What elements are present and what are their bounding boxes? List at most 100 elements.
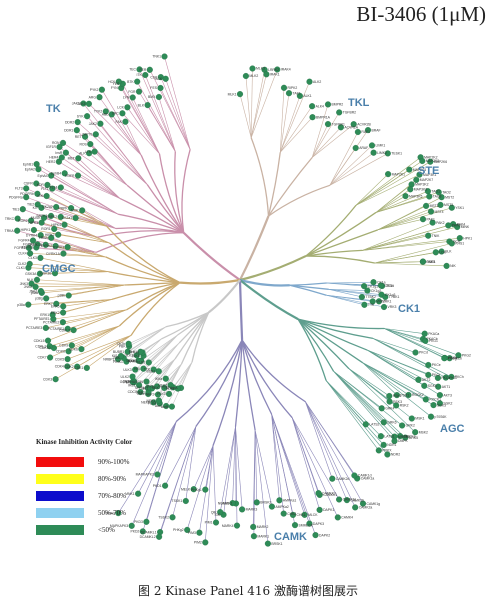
kinase-dot bbox=[96, 94, 103, 101]
leaf-branch bbox=[328, 289, 362, 298]
kinase-name: HIPK4 bbox=[51, 223, 61, 227]
kinase-name: BRSK1 bbox=[271, 542, 282, 546]
kinase-dot bbox=[42, 241, 49, 248]
leaf-branch bbox=[51, 175, 119, 215]
kinase-name: GRK5 bbox=[409, 436, 418, 440]
branch-agc bbox=[297, 318, 374, 340]
kinase-name: FES bbox=[150, 86, 157, 90]
kinase-name: YSK1 bbox=[455, 206, 464, 210]
leaf-branch bbox=[362, 237, 460, 251]
leaf-branch bbox=[219, 426, 236, 513]
kinase-dot bbox=[64, 356, 71, 363]
leaf-branch bbox=[254, 430, 269, 544]
kinase-name: CAMK1d bbox=[358, 474, 372, 478]
leaf-branch bbox=[50, 215, 110, 244]
kinase-name: HRI bbox=[134, 367, 140, 371]
kinase-name: PKCt bbox=[432, 373, 440, 377]
kinase-dot bbox=[312, 532, 319, 539]
kinase-dot bbox=[369, 298, 376, 305]
kinase-dot bbox=[150, 399, 157, 406]
kinase-name: MAP2K2 bbox=[424, 156, 437, 160]
kinase-name: PKCa bbox=[448, 356, 457, 360]
leaf-branch bbox=[146, 342, 180, 382]
kinase-dot bbox=[268, 503, 275, 510]
kinase-name: PKACa bbox=[428, 332, 439, 336]
kinase-name: InsR bbox=[55, 151, 63, 155]
leaf-branch bbox=[305, 401, 348, 501]
branch-ste bbox=[305, 249, 363, 257]
kinase-dot bbox=[291, 522, 299, 529]
kinase-name: PKCz bbox=[441, 376, 450, 380]
leaf-branch bbox=[326, 281, 374, 284]
kinase-name: PCTAIRE3 bbox=[26, 326, 42, 330]
kinase-name: ALK1 bbox=[303, 94, 311, 98]
kinase-dot bbox=[182, 497, 189, 505]
kinase-dot bbox=[391, 437, 398, 445]
kinase-dot bbox=[37, 254, 44, 261]
leaf-branch bbox=[145, 74, 176, 152]
kinase-name: DDR1 bbox=[64, 128, 73, 132]
kinase-name: PKCd bbox=[419, 351, 428, 355]
leaf-branch bbox=[329, 131, 359, 186]
kinase-dot bbox=[74, 363, 81, 370]
kinase-name: MLK1 bbox=[228, 92, 237, 96]
branch-tk bbox=[97, 230, 184, 238]
kinase-name: LATS2 bbox=[369, 423, 379, 427]
leaf-branch bbox=[280, 106, 313, 153]
kinase-dot bbox=[43, 295, 50, 302]
kinase-dot bbox=[429, 219, 436, 226]
kinase-dot bbox=[306, 520, 313, 527]
kinase-dot bbox=[139, 528, 146, 535]
kinase-name: MNK1 bbox=[125, 492, 135, 496]
kinase-name: ERK5 bbox=[51, 305, 60, 309]
kinase-dot bbox=[146, 66, 153, 73]
kinase-name: BLK bbox=[138, 103, 145, 107]
kinase-name: MLK3 bbox=[256, 67, 265, 71]
branch-trunk-camk bbox=[238, 279, 244, 341]
kinase-name: FLT1 bbox=[41, 187, 49, 191]
kinase-name: GRK4 bbox=[385, 407, 394, 411]
kinase-name: PKG1 bbox=[429, 339, 438, 343]
leaf-branch bbox=[45, 309, 127, 329]
leaf-branch bbox=[305, 401, 364, 504]
leaf-branch bbox=[51, 237, 97, 253]
kinase-dot bbox=[233, 522, 241, 529]
leaf-branch bbox=[140, 334, 178, 362]
branch-trunk-cmgc bbox=[179, 278, 241, 285]
leaf-branch bbox=[125, 121, 142, 156]
kinase-dot bbox=[217, 509, 224, 516]
kinase-name: FER bbox=[140, 68, 147, 72]
kinase-dot bbox=[250, 523, 257, 530]
branch-cmgc bbox=[130, 282, 181, 336]
leaf-branch bbox=[311, 123, 329, 158]
kinase-name: CDK3 bbox=[43, 377, 52, 381]
kinase-dot bbox=[430, 402, 437, 409]
kinase-name: CDK9 bbox=[59, 344, 68, 348]
branch-agc bbox=[297, 318, 385, 330]
kinase-dot bbox=[124, 104, 131, 111]
leaf-branch bbox=[279, 81, 310, 153]
kinase-name: BRSK2 bbox=[260, 501, 271, 505]
kinase-dot bbox=[343, 497, 350, 504]
leaf-branch bbox=[67, 335, 132, 367]
kinase-dot bbox=[79, 207, 86, 214]
kinase-dot bbox=[385, 171, 392, 178]
kinase-name: NEK2 bbox=[158, 383, 167, 387]
kinase-dot bbox=[384, 150, 391, 157]
kinase-name: NDR2 bbox=[391, 453, 400, 457]
kinase-dot bbox=[32, 283, 39, 290]
leaf-branch bbox=[362, 362, 398, 396]
leaf-branch bbox=[158, 426, 197, 537]
kinase-name: ALK bbox=[79, 151, 86, 155]
kinase-dot bbox=[52, 376, 59, 383]
kinase-name: AurA bbox=[170, 386, 178, 390]
leaf-branch bbox=[68, 325, 120, 352]
kinase-dot bbox=[78, 346, 85, 353]
leaf-branch bbox=[311, 104, 329, 158]
kinase-dot bbox=[55, 231, 62, 238]
kinase-name: TEC bbox=[129, 68, 136, 72]
kinase-name: MAP2K4 bbox=[413, 168, 426, 172]
kinase-dot bbox=[49, 311, 56, 318]
kinase-dot bbox=[23, 194, 30, 201]
kinase-name: FAK bbox=[115, 120, 122, 124]
